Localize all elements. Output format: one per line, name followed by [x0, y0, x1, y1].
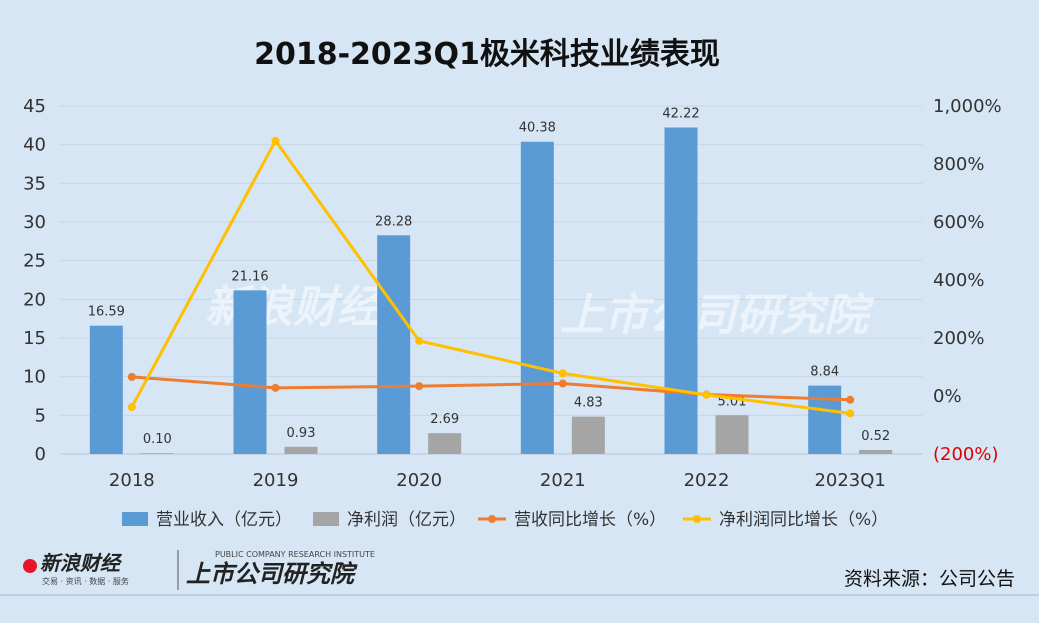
bar: [284, 446, 318, 454]
bar: [89, 325, 123, 454]
bar-data-label: 4.83: [574, 396, 603, 411]
bar: [859, 449, 893, 454]
bar: [140, 453, 174, 454]
logo-institute: 上市公司研究院: [186, 560, 358, 588]
x-tick-label: 2018: [109, 470, 155, 491]
x-tick-label: 2023Q1: [814, 470, 885, 491]
logo-sina: 新浪财经: [40, 551, 123, 575]
series-line: [131, 375, 851, 402]
bars: 16.59 21.16 28.28 40.38 42.22 8.84 0.10 0.93 2.6…: [88, 106, 893, 455]
legend-label: 净利润（亿元）: [347, 510, 466, 530]
y-right-tick-label: 600%: [933, 212, 984, 233]
legend: 营业收入（亿元） 净利润（亿元） 营收同比增长（%） 净利润同比增长（%）: [122, 510, 888, 530]
bar-data-label: 0.93: [287, 426, 316, 441]
y-right-tick-label: 400%: [933, 270, 984, 291]
bar-data-label: 42.22: [662, 106, 699, 121]
bar-data-label: 40.38: [519, 121, 556, 136]
y-left-tick-label: 25: [23, 251, 46, 272]
bar: [377, 235, 411, 454]
bar-data-label: 2.69: [430, 412, 459, 427]
y-left-tick-label: 45: [23, 96, 46, 117]
y-left-tick-label: 30: [23, 212, 46, 233]
bar-data-label: 0.10: [143, 432, 172, 447]
legend-swatch: [122, 512, 148, 526]
legend-swatch: [313, 512, 339, 526]
bar-data-label: 0.52: [861, 429, 890, 444]
series-point: [558, 379, 567, 388]
y-left-tick-label: 20: [23, 289, 46, 310]
y-left-tick-label: 0: [35, 444, 46, 465]
sina-eye-icon: [23, 559, 37, 573]
logo-institute-small: PUBLIC COMPANY RESEARCH INSTITUTE: [215, 550, 375, 559]
y-right-tick-label: 200%: [933, 328, 984, 349]
legend-label: 营收同比增长（%）: [514, 510, 666, 530]
y-axis-right: (200%) 0% 200% 400% 600% 800% 1,000%: [933, 96, 1002, 465]
y-left-tick-label: 40: [23, 135, 46, 156]
bar: [520, 141, 554, 454]
series-point: [415, 336, 424, 345]
x-tick-label: 2022: [684, 470, 730, 491]
series-line: [130, 139, 851, 415]
x-tick-label: 2021: [540, 470, 586, 491]
series-point: [415, 382, 424, 391]
series-point: [846, 409, 855, 418]
grid-lines: [60, 105, 922, 455]
bar: [664, 127, 698, 455]
series-point: [846, 395, 855, 404]
y-left-tick-label: 5: [35, 405, 46, 426]
logo: 新浪财经 交易 · 资讯 · 数据 · 服务 PUBLIC COMPANY RE…: [23, 550, 375, 590]
series-point: [271, 136, 280, 145]
legend-label: 营业收入（亿元）: [156, 510, 292, 530]
logo-sina-small: 交易 · 资讯 · 数据 · 服务: [42, 576, 129, 586]
lines: [127, 136, 855, 418]
y-right-tick-label: (200%): [933, 444, 999, 465]
watermark-sina: 新浪财经: [205, 282, 386, 333]
y-axis-left: 0 5 10 15 20 25 30 35 40 45: [23, 96, 46, 465]
x-axis: 2018 2019 2020 2021 2022 2023Q1: [60, 453, 922, 491]
bar: [571, 416, 605, 454]
series-point: [558, 369, 567, 378]
bar-data-label: 16.59: [88, 305, 125, 320]
y-left-tick-label: 35: [23, 173, 46, 194]
bar: [428, 433, 462, 454]
y-right-tick-label: 1,000%: [933, 96, 1002, 117]
chart-title: 2018-2023Q1极米科技业绩表现: [254, 37, 720, 72]
series-point: [127, 372, 136, 381]
bar: [233, 290, 267, 454]
bar-data-label: 28.28: [375, 214, 412, 229]
y-left-tick-label: 10: [23, 367, 46, 388]
series-point: [127, 403, 136, 412]
watermark-institute: 上市公司研究院: [560, 290, 875, 341]
bar-data-label: 21.16: [231, 269, 268, 284]
bar-data-label: 8.84: [810, 365, 839, 380]
y-right-tick-label: 800%: [933, 154, 984, 175]
source-note: 资料来源：公司公告: [844, 568, 1015, 590]
series-point: [271, 383, 280, 392]
x-tick-label: 2019: [253, 470, 299, 491]
x-tick-label: 2020: [396, 470, 442, 491]
bar: [808, 385, 842, 454]
y-left-tick-label: 15: [23, 328, 46, 349]
series-point: [702, 390, 711, 399]
legend-swatch-marker: [488, 515, 496, 523]
legend-label: 净利润同比增长（%）: [719, 510, 888, 530]
bar: [715, 415, 749, 454]
legend-swatch-marker: [693, 515, 701, 523]
y-right-tick-label: 0%: [933, 386, 962, 407]
